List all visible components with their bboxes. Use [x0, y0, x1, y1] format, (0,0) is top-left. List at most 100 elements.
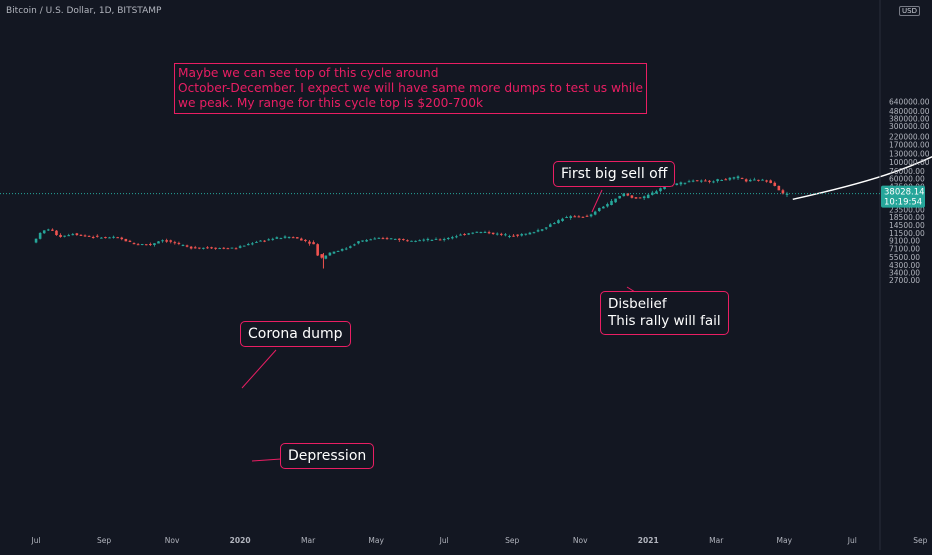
candle — [181, 244, 185, 247]
candle — [149, 242, 152, 246]
candle-body — [124, 238, 128, 242]
candle — [308, 239, 311, 246]
candle — [557, 219, 560, 224]
candle-body — [532, 232, 536, 234]
candle — [157, 241, 160, 244]
candle — [279, 237, 283, 240]
candle — [283, 235, 287, 239]
candle — [585, 214, 589, 217]
candle — [593, 210, 597, 216]
candle — [406, 239, 409, 242]
candle — [500, 232, 503, 237]
candle — [630, 195, 634, 199]
candle — [642, 195, 646, 200]
candle-body — [320, 254, 324, 258]
x-tick-label: Mar — [709, 536, 724, 545]
x-tick-label: Nov — [165, 536, 180, 545]
candle-body — [389, 238, 393, 240]
first-sell-off-callout[interactable]: First big sell off — [553, 161, 676, 187]
candle-body — [606, 204, 609, 207]
candle-body — [757, 179, 760, 181]
candle-body — [324, 255, 328, 259]
candle-body — [524, 233, 528, 235]
candle — [116, 236, 119, 239]
y-tick-label: 7100.00 — [889, 245, 920, 254]
candle-body — [222, 247, 226, 249]
candle — [610, 199, 613, 206]
candle — [185, 244, 189, 248]
candle — [357, 240, 360, 245]
candle — [128, 239, 132, 243]
candle-body — [55, 230, 58, 236]
candle — [312, 240, 315, 245]
candle — [202, 247, 205, 250]
candle-body — [312, 242, 315, 245]
candle — [491, 232, 495, 235]
x-tick-label: 2021 — [638, 536, 659, 545]
candle-body — [238, 246, 242, 248]
candle-body — [451, 237, 454, 239]
candle-body — [198, 247, 201, 249]
candle — [695, 180, 699, 182]
y-tick-label: 76000.00 — [889, 167, 925, 176]
x-tick-label: Nov — [573, 536, 588, 545]
candle — [59, 233, 62, 238]
candle-body — [675, 183, 679, 186]
candle-body — [153, 243, 156, 245]
x-tick-label: 2020 — [230, 536, 251, 545]
depression-callout[interactable]: Depression — [280, 443, 375, 469]
y-tick-label: 11500.00 — [889, 229, 925, 238]
y-tick-label: 130000.00 — [889, 149, 930, 158]
candle-body — [655, 191, 658, 194]
candle — [757, 179, 760, 182]
candle — [504, 232, 507, 237]
disbelief-line-1: Disbelief — [608, 296, 667, 312]
candle-body — [108, 237, 111, 239]
candle-body — [63, 235, 66, 237]
candle — [344, 247, 348, 251]
candle-body — [340, 249, 344, 251]
candle-body — [720, 179, 724, 181]
candle-body — [704, 180, 707, 182]
candle — [451, 235, 454, 240]
candle-body — [740, 177, 744, 179]
candle — [446, 237, 450, 241]
candle-body — [259, 240, 262, 242]
candle-body — [659, 188, 662, 192]
candle-body — [434, 238, 438, 240]
candle-body — [716, 179, 719, 182]
candle — [377, 237, 381, 239]
x-tick-label: Jul — [847, 536, 857, 545]
candle-body — [116, 237, 119, 239]
corona-dump-callout[interactable]: Corona dump — [240, 321, 351, 347]
candle — [267, 238, 270, 241]
candle — [361, 240, 364, 243]
candle-body — [475, 231, 479, 233]
candle — [675, 183, 679, 186]
candle — [638, 197, 642, 199]
y-tick-label: 170000.00 — [889, 141, 930, 150]
projection-layer — [792, 155, 932, 201]
candle — [516, 234, 519, 238]
forecast-note[interactable]: Maybe we can see top of this cycle aroun… — [174, 63, 647, 114]
candle — [47, 228, 50, 232]
candle-body — [748, 179, 752, 182]
candle-body — [610, 200, 613, 206]
candle-body — [234, 248, 238, 250]
candle-body — [699, 180, 703, 182]
candle — [495, 232, 499, 236]
candle — [385, 236, 389, 240]
candle — [75, 232, 79, 236]
candle-body — [328, 252, 332, 256]
disbelief-callout[interactable]: Disbelief This rally will fail — [600, 291, 729, 335]
candle — [438, 238, 442, 241]
candle-body — [430, 239, 434, 241]
currency-badge[interactable]: USD — [899, 6, 920, 16]
candle-body — [100, 237, 103, 239]
candle-body — [438, 239, 442, 241]
candle — [683, 182, 687, 185]
candle-body — [687, 181, 691, 183]
candle — [565, 215, 568, 219]
